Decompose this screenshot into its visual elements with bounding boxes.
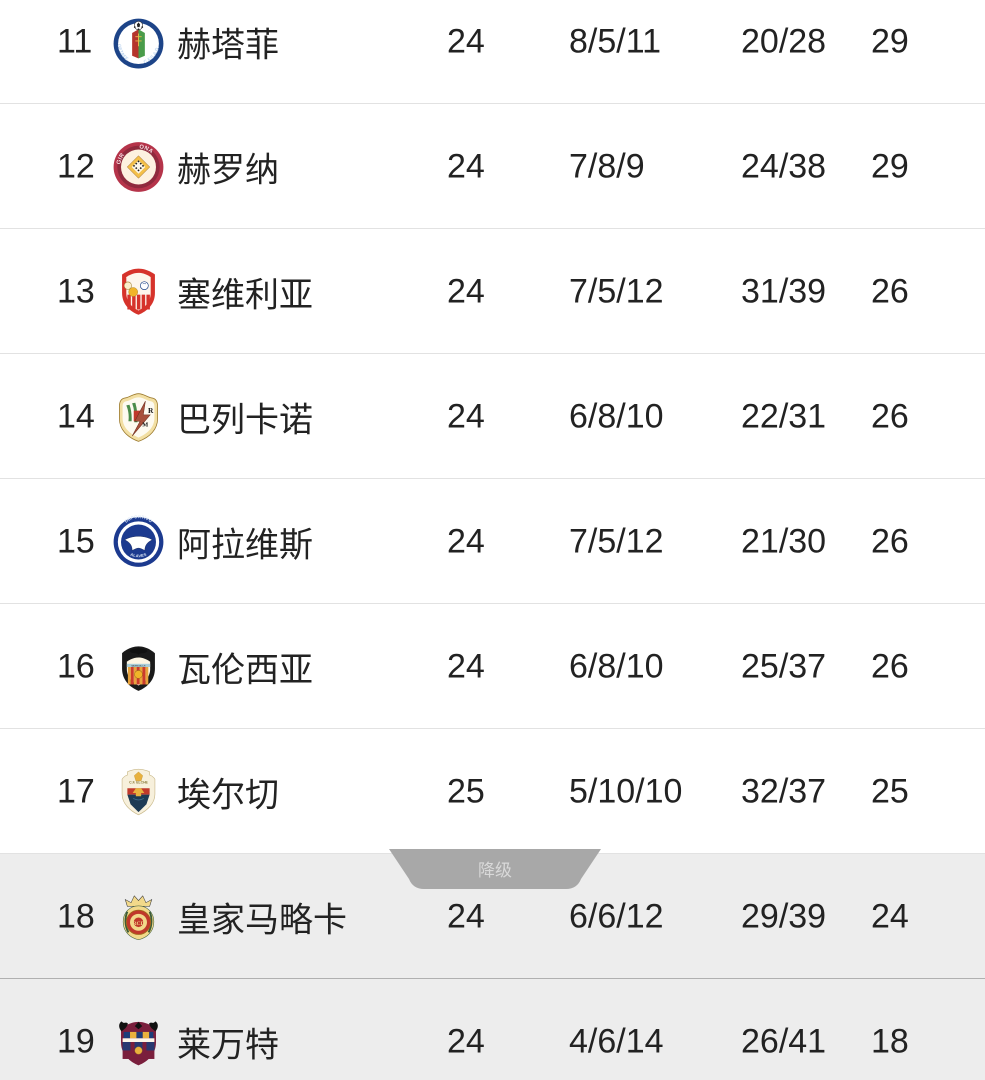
svg-text:M: M — [142, 421, 148, 428]
svg-text:C.F. ELCHE: C.F. ELCHE — [129, 780, 148, 784]
svg-text:降级: 降级 — [478, 861, 512, 880]
svg-text:R: R — [148, 405, 154, 414]
svg-text:RCD: RCD — [132, 920, 144, 926]
